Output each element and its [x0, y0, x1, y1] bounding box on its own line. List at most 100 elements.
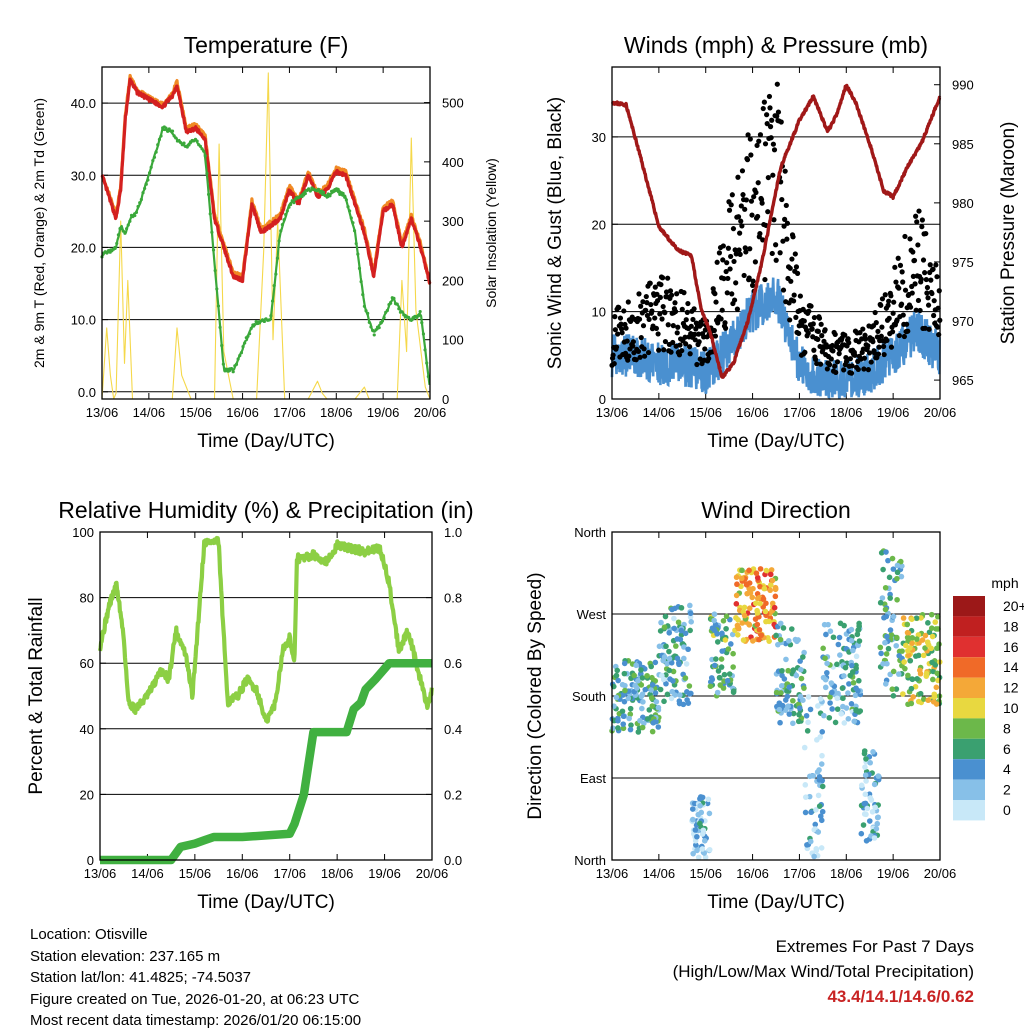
direction-point: [669, 606, 675, 613]
gust-point: [790, 234, 796, 240]
direction-point: [914, 636, 920, 642]
gust-point: [615, 331, 621, 337]
gust-point: [731, 258, 737, 265]
dewpoint-point: [123, 231, 127, 235]
dewpoint-point: [218, 325, 222, 329]
direction-point: [856, 677, 862, 684]
direction-point: [898, 573, 905, 580]
gust-point: [738, 218, 744, 224]
gust-point: [681, 290, 687, 296]
direction-point: [893, 642, 900, 649]
direction-point: [711, 662, 718, 669]
direction-point: [675, 660, 682, 666]
dewpoint-point: [366, 311, 370, 315]
direction-point: [862, 764, 868, 770]
gust-point: [923, 276, 929, 283]
direction-point: [880, 566, 886, 573]
gust-point: [625, 299, 631, 305]
direction-point: [734, 622, 741, 629]
gust-point: [793, 314, 799, 320]
direction-point: [818, 761, 825, 767]
direction-point: [933, 684, 940, 691]
gust-point: [824, 366, 830, 372]
direction-point: [753, 570, 760, 577]
gust-point: [780, 238, 786, 244]
gust-point: [842, 332, 848, 338]
direction-point: [696, 820, 703, 827]
x-tick-label: 18/06: [320, 405, 353, 420]
direction-point: [819, 752, 825, 759]
direction-point: [776, 706, 783, 713]
direction-point: [749, 594, 756, 601]
legend-label: 6: [1003, 741, 1011, 757]
direction-point: [813, 807, 819, 813]
dewpoint-point: [289, 202, 293, 207]
x-tick-label: 18/06: [321, 866, 354, 881]
gust-point: [743, 197, 749, 203]
direction-point: [664, 691, 671, 698]
direction-point: [811, 853, 817, 860]
direction-point: [854, 631, 861, 638]
gust-point: [767, 124, 774, 130]
direction-point: [690, 816, 696, 823]
direction-point: [714, 639, 721, 645]
gust-point: [913, 213, 919, 219]
x-axis-label: Time (Day/UTC): [197, 431, 335, 452]
direction-point: [933, 701, 940, 707]
y-tick-label: North: [574, 525, 606, 540]
direction-point: [913, 615, 920, 621]
gust-point: [658, 281, 664, 288]
direction-point: [816, 803, 823, 809]
station-latlon: Station lat/lon: 41.4825; -74.5037: [30, 969, 252, 986]
dewpoint-point: [282, 218, 286, 222]
gust-point: [892, 264, 898, 270]
chart-title: Temperature (F): [184, 32, 349, 58]
dewpoint-point: [341, 191, 345, 196]
direction-point: [733, 601, 740, 607]
direction-point: [878, 650, 884, 657]
gust-point: [832, 331, 838, 338]
gust-point: [829, 342, 836, 349]
direction-point: [822, 676, 829, 683]
direction-point: [756, 626, 763, 633]
direction-point: [928, 645, 934, 652]
direction-point: [725, 646, 732, 652]
gust-point: [684, 309, 690, 315]
dewpoint-point: [239, 351, 243, 355]
direction-point: [614, 667, 621, 674]
x-tick-label: 15/06: [179, 866, 212, 881]
x-tick-label: 15/06: [689, 405, 722, 420]
direction-point: [652, 690, 659, 696]
direction-point: [922, 632, 929, 639]
x-tick-label: 13/06: [596, 405, 629, 420]
gust-point: [641, 346, 647, 352]
y-right-tick-label: 0.8: [444, 591, 462, 606]
legend-label: 16: [1003, 639, 1019, 655]
dewpoint-point: [420, 321, 424, 325]
gust-point: [742, 206, 748, 212]
direction-point: [874, 814, 881, 821]
direction-point: [878, 550, 885, 556]
gust-point: [661, 347, 667, 353]
direction-point: [867, 795, 874, 801]
direction-point: [853, 665, 859, 672]
direction-point: [848, 701, 855, 707]
gust-point: [822, 327, 828, 333]
direction-point: [838, 710, 845, 717]
gust-point: [730, 226, 737, 232]
direction-point: [670, 678, 676, 684]
gust-point: [875, 328, 881, 334]
dewpoint-point: [231, 370, 235, 374]
direction-point: [824, 660, 830, 667]
direction-point: [620, 713, 627, 720]
gust-point: [859, 336, 865, 342]
dewpoint-point: [421, 332, 426, 336]
direction-point: [648, 687, 654, 693]
direction-point: [610, 725, 616, 731]
direction-point: [802, 782, 809, 788]
direction-point: [815, 829, 822, 835]
direction-point: [651, 719, 658, 725]
station-elevation: Station elevation: 237.165 m: [30, 947, 221, 965]
direction-point: [817, 813, 824, 819]
direction-point: [860, 822, 867, 828]
